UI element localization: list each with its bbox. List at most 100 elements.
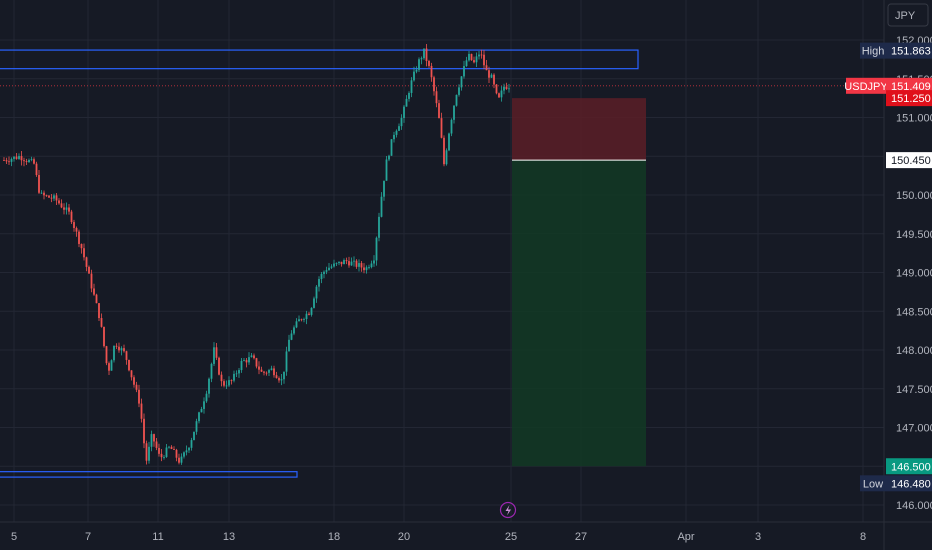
candle[interactable] (18, 153, 20, 160)
candle[interactable] (10, 157, 13, 167)
candle[interactable] (498, 92, 500, 98)
candle[interactable] (53, 193, 55, 201)
candle[interactable] (168, 445, 170, 449)
candle[interactable] (400, 114, 403, 130)
candle[interactable] (295, 318, 298, 329)
stop-price-tag[interactable]: 151.250 (886, 90, 932, 107)
candle[interactable] (350, 257, 353, 266)
candle[interactable] (298, 315, 300, 322)
candle[interactable] (430, 62, 433, 82)
candle[interactable] (43, 190, 45, 200)
candle[interactable] (495, 83, 498, 95)
candle[interactable] (278, 376, 280, 383)
candle[interactable] (108, 361, 110, 375)
candle[interactable] (180, 453, 183, 465)
candle[interactable] (300, 318, 303, 322)
candle[interactable] (170, 445, 173, 450)
candle[interactable] (45, 194, 48, 197)
candle[interactable] (68, 204, 70, 215)
candle[interactable] (338, 261, 340, 266)
candle[interactable] (33, 157, 35, 165)
candle[interactable] (63, 203, 65, 215)
candle[interactable] (193, 431, 195, 441)
candle[interactable] (343, 258, 345, 265)
candle[interactable] (28, 158, 30, 163)
candle[interactable] (105, 345, 108, 366)
candle[interactable] (245, 358, 248, 368)
support-zone[interactable] (0, 471, 298, 478)
currency-box[interactable]: JPY (887, 3, 929, 27)
candle[interactable] (410, 77, 413, 98)
candle[interactable] (13, 156, 15, 162)
candle[interactable] (103, 326, 105, 348)
candle[interactable] (20, 150, 23, 166)
candle[interactable] (373, 255, 375, 267)
candle[interactable] (500, 86, 503, 102)
candle[interactable] (370, 260, 373, 269)
candle[interactable] (408, 91, 410, 102)
candle[interactable] (473, 56, 475, 64)
candle[interactable] (5, 157, 8, 165)
candle[interactable] (363, 263, 365, 274)
candle[interactable] (448, 132, 450, 152)
candle[interactable] (348, 256, 350, 268)
candle[interactable] (208, 377, 210, 398)
candle[interactable] (50, 193, 53, 203)
candle[interactable] (310, 307, 313, 317)
candle[interactable] (253, 353, 255, 360)
candle[interactable] (25, 158, 28, 166)
candle[interactable] (385, 155, 388, 181)
candle[interactable] (315, 284, 318, 303)
candle[interactable] (365, 265, 368, 274)
candle[interactable] (403, 104, 405, 123)
candle[interactable] (113, 345, 115, 363)
candle[interactable] (38, 169, 40, 195)
candle[interactable] (435, 86, 438, 108)
candle[interactable] (468, 51, 470, 62)
candle[interactable] (395, 129, 398, 138)
candle[interactable] (160, 449, 163, 462)
candle[interactable] (130, 370, 133, 381)
candle[interactable] (380, 192, 383, 218)
candle[interactable] (493, 73, 495, 89)
candle[interactable] (155, 437, 158, 451)
candle[interactable] (265, 371, 268, 376)
candle[interactable] (268, 368, 270, 377)
candle[interactable] (475, 52, 478, 68)
candle[interactable] (128, 359, 130, 372)
candle[interactable] (308, 311, 310, 316)
candle[interactable] (148, 441, 150, 464)
candle[interactable] (220, 371, 223, 387)
candle[interactable] (153, 433, 155, 447)
candle[interactable] (333, 259, 335, 268)
candle[interactable] (100, 313, 103, 328)
candle[interactable] (210, 362, 213, 383)
candle[interactable] (75, 226, 78, 237)
low-label[interactable]: Low (860, 475, 886, 492)
candle[interactable] (443, 135, 445, 167)
candle[interactable] (48, 195, 50, 198)
candle[interactable] (450, 118, 453, 137)
candle[interactable] (335, 262, 338, 267)
candle[interactable] (223, 379, 225, 388)
candle[interactable] (225, 380, 228, 390)
candle[interactable] (243, 357, 245, 362)
candle[interactable] (390, 139, 393, 156)
candle[interactable] (398, 123, 400, 131)
candle[interactable] (145, 440, 148, 465)
candle[interactable] (318, 276, 320, 292)
candle[interactable] (118, 342, 120, 353)
candle[interactable] (250, 353, 253, 358)
candle[interactable] (470, 53, 473, 61)
resistance-zone[interactable] (0, 49, 639, 70)
candle[interactable] (90, 269, 93, 293)
candle[interactable] (115, 343, 118, 349)
candle[interactable] (418, 57, 420, 72)
candle[interactable] (255, 357, 258, 369)
candle[interactable] (150, 430, 153, 452)
candle[interactable] (93, 283, 95, 296)
candle[interactable] (288, 334, 290, 352)
candle[interactable] (190, 437, 193, 451)
candle[interactable] (420, 56, 423, 65)
candle[interactable] (175, 448, 178, 462)
